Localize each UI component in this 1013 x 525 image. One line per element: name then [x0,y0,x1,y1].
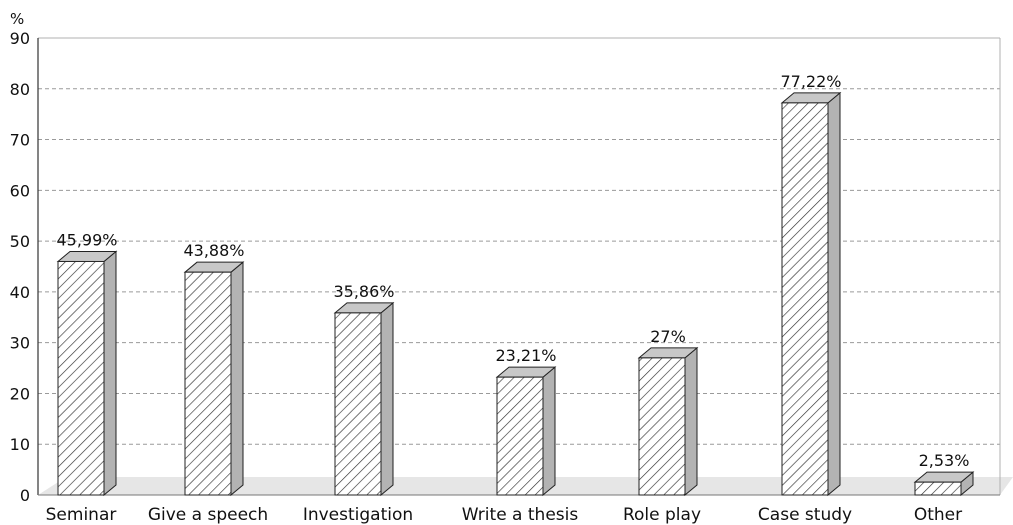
y-tick-label: 80 [10,80,30,99]
bar [913,471,975,497]
bar [56,250,118,497]
bar [183,261,245,497]
x-category-label: Case study [758,505,852,525]
bar-value-label: 35,86% [333,282,394,301]
x-category-label: Investigation [303,505,413,525]
y-tick-label: 50 [10,232,30,251]
bar [637,346,699,497]
bar-value-label: 2,53% [919,451,970,470]
y-tick-label: 70 [10,131,30,150]
y-tick-label: 40 [10,283,30,302]
bar-front-face [914,481,962,496]
x-category-label: Other [914,505,962,525]
bar-value-label: 45,99% [56,230,117,249]
bar-value-label: 27% [650,327,686,346]
bar-value-label: 43,88% [183,241,244,260]
bar-side-face [103,250,117,497]
bar-value-label: 23,21% [495,346,556,365]
y-axis-unit-label: % [10,10,24,28]
bar-front-face [334,312,382,496]
y-tick-label: 10 [10,435,30,454]
bar-side-face [230,261,244,497]
x-category-label: Seminar [46,505,117,525]
bar-front-face [496,376,544,496]
bars [56,91,975,497]
y-tick-label: 60 [10,181,30,200]
y-tick-label: 30 [10,334,30,353]
bar-front-face [781,102,829,496]
y-tick-label: 90 [10,29,30,48]
bar-side-face [827,91,841,497]
y-tick-label: 20 [10,384,30,403]
bar-value-label: 77,22% [780,72,841,91]
bar-front-face [57,260,105,496]
bar [780,91,842,497]
y-tick-label: 0 [20,486,30,505]
bar [495,366,557,497]
bar-front-face [184,271,232,496]
bar-front-face [638,357,686,496]
labels: 0 10 20 30 40 50 60 70 80 90 45,99% Seminar 43,88% Gi… [10,29,970,525]
x-category-label: Role play [623,505,701,525]
x-category-label: Give a speech [148,505,268,525]
x-category-label: Write a thesis [462,505,579,525]
bar-side-face [684,346,698,497]
bar-side-face [542,366,556,497]
bar [333,301,395,497]
bar-side-face [380,301,394,497]
